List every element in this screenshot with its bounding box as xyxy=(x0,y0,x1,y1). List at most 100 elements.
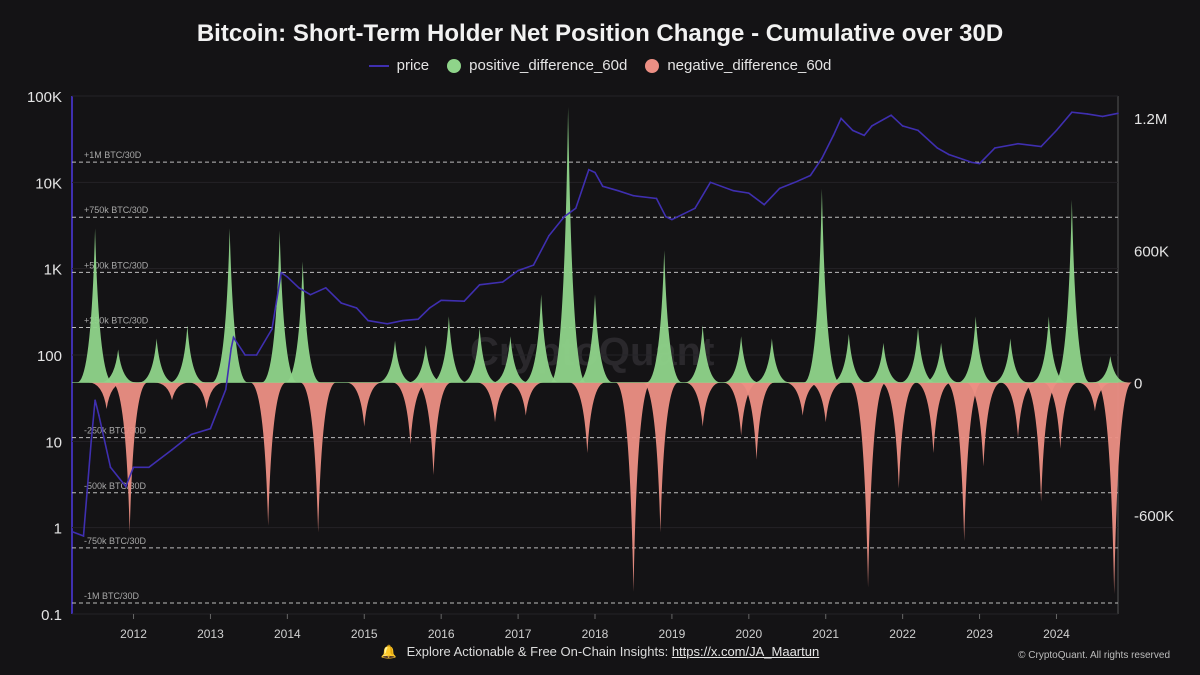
y-left-tick-label: 1K xyxy=(44,262,62,279)
negative-spike xyxy=(642,382,679,533)
price-point xyxy=(171,448,173,451)
positive-spike xyxy=(430,316,467,383)
negative-spike xyxy=(507,382,544,416)
price-point xyxy=(978,162,981,165)
negative-spike xyxy=(723,382,760,436)
price-point xyxy=(594,171,596,174)
x-tick-label: 2012 xyxy=(120,627,147,641)
price-point xyxy=(90,440,93,443)
price-point xyxy=(732,189,735,192)
x-tick-label: 2013 xyxy=(197,627,224,641)
reference-line-label: -750k BTC/30D xyxy=(84,536,147,546)
positive-spike xyxy=(957,316,994,383)
x-tick-label: 2022 xyxy=(889,627,916,641)
price-point xyxy=(225,388,227,391)
negative-spike xyxy=(477,382,514,423)
x-tick-label: 2019 xyxy=(659,627,686,641)
negative-spike xyxy=(1000,382,1037,438)
negative-spike xyxy=(88,382,125,410)
price-point xyxy=(71,530,73,533)
price-point xyxy=(190,433,193,436)
y-left-tick-label: 10K xyxy=(35,175,62,192)
positive-spike xyxy=(377,340,414,383)
positive-spike xyxy=(138,338,175,383)
negative-spike xyxy=(946,382,983,542)
price-point xyxy=(532,264,535,266)
x-tick-label: 2021 xyxy=(812,627,839,641)
footer-link[interactable]: https://x.com/JA_Maartun xyxy=(671,644,820,659)
positive-spike xyxy=(169,325,206,383)
price-line xyxy=(71,111,1119,538)
positive-spike xyxy=(577,294,613,383)
price-point xyxy=(286,276,289,278)
price-point xyxy=(947,153,950,156)
price-point xyxy=(778,187,781,190)
y-right-tick-label: -600K xyxy=(1134,508,1174,525)
reference-line-label: +1M BTC/30D xyxy=(84,150,142,160)
y-left-tick-label: 1 xyxy=(54,521,62,538)
negative-spike xyxy=(850,382,887,588)
legend-label-negative: negative_difference_60d xyxy=(667,57,832,74)
negative-spike xyxy=(784,382,821,416)
positive-spike xyxy=(523,294,560,383)
price-point xyxy=(478,284,481,286)
negative-spike xyxy=(153,382,190,401)
price-point xyxy=(748,192,750,194)
legend-item-positive[interactable]: positive_difference_60d xyxy=(447,57,627,74)
positive-spike xyxy=(1092,356,1129,383)
price-point xyxy=(309,293,312,296)
price-point xyxy=(1055,129,1058,132)
legend-label-price: price xyxy=(396,57,430,74)
negative-spike xyxy=(250,382,287,526)
positive-spike xyxy=(100,349,137,383)
positive-spike xyxy=(753,338,790,383)
price-point xyxy=(664,215,667,218)
x-tick-label: 2016 xyxy=(428,627,455,641)
reference-line-label: +250k BTC/30D xyxy=(84,315,149,325)
positive-spike xyxy=(992,338,1029,383)
positive-spike xyxy=(865,342,902,383)
legend-item-price[interactable]: price xyxy=(368,57,430,74)
x-tick-label: 2014 xyxy=(274,627,301,641)
reference-line-label: -500k BTC/30D xyxy=(84,481,147,491)
negative-spike xyxy=(188,382,225,410)
positive-spike xyxy=(900,327,937,383)
positive-spike xyxy=(211,228,248,383)
reference-line-label: -1M BTC/30D xyxy=(84,591,140,601)
positive-spike xyxy=(407,345,444,383)
price-point xyxy=(563,215,566,218)
price-point xyxy=(232,336,235,339)
price-point xyxy=(1017,142,1019,145)
negative-spike xyxy=(965,382,1002,467)
price-point xyxy=(1071,111,1073,113)
price-point xyxy=(517,269,519,272)
legend-label-positive: positive_difference_60d xyxy=(469,57,628,74)
price-point xyxy=(440,299,442,302)
positive-spike xyxy=(684,325,721,383)
positive-spike xyxy=(803,188,840,383)
price-point xyxy=(209,427,212,430)
reference-line-label: +500k BTC/30D xyxy=(84,260,149,270)
negative-spike xyxy=(1096,382,1133,595)
price-point xyxy=(417,318,419,320)
legend-swatch-price xyxy=(368,64,389,67)
price-point xyxy=(125,485,127,488)
price-point xyxy=(132,466,135,469)
price-point xyxy=(386,322,389,325)
price-point xyxy=(271,328,273,330)
price-point xyxy=(871,125,873,127)
price-point xyxy=(936,147,939,149)
footer: 🔔 Explore Actionable & Free On-Chain Ins… xyxy=(0,644,1200,660)
price-point xyxy=(601,185,604,188)
price-point xyxy=(809,174,812,177)
negative-spike xyxy=(300,382,337,533)
price-point xyxy=(574,207,577,210)
positive-spike xyxy=(461,327,498,383)
price-point xyxy=(325,287,327,289)
negative-spike xyxy=(738,382,775,460)
price-point xyxy=(98,414,100,417)
price-point xyxy=(821,157,823,160)
legend-item-negative[interactable]: negative_difference_60d xyxy=(645,57,831,74)
positive-spike xyxy=(1053,199,1090,383)
